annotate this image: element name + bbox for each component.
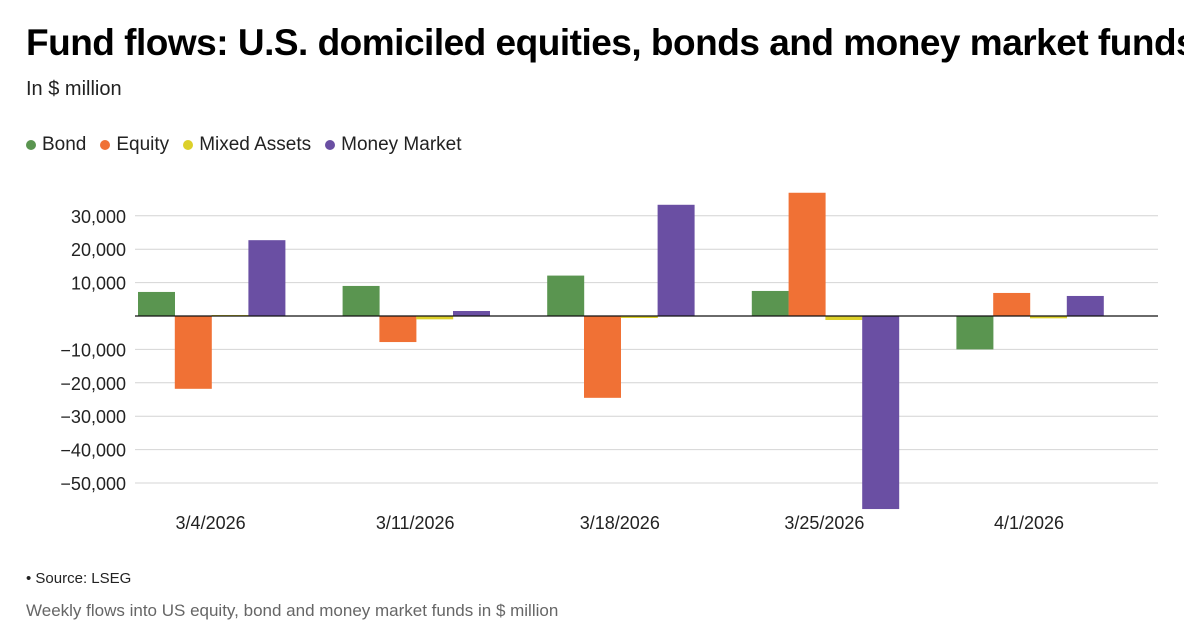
y-tick-label: −10,000	[60, 340, 126, 360]
bar-mixed-assets	[416, 316, 454, 320]
x-tick-label: 3/18/2026	[580, 513, 660, 533]
legend-swatch-bond	[26, 140, 36, 150]
chart-title: Fund flows: U.S. domiciled equities, bon…	[26, 22, 1184, 63]
bar-bond	[751, 290, 789, 316]
chart-caption: Weekly flows into US equity, bond and mo…	[26, 601, 559, 620]
bar-equity	[788, 192, 826, 316]
bar-bond	[547, 275, 585, 316]
source-note: • Source: LSEG	[26, 570, 132, 587]
y-tick-label: −40,000	[60, 441, 126, 461]
legend-item-equity: Equity	[100, 134, 169, 156]
bar-mixed-assets	[825, 316, 863, 321]
bar-bond	[138, 291, 175, 316]
bar-mixed-assets	[620, 316, 658, 319]
bar-money-market	[248, 240, 286, 316]
bar-equity	[993, 292, 1031, 316]
bar-money-market	[453, 310, 490, 316]
y-tick-label: −30,000	[60, 407, 126, 427]
legend-swatch-money-market	[325, 140, 336, 150]
bar-equity	[379, 316, 417, 343]
legend-label-money-market: Money Market	[341, 134, 462, 155]
y-tick-label: 30,000	[71, 207, 126, 227]
legend-item-mixed-assets: Mixed Assets	[183, 134, 311, 156]
y-tick-label: −50,000	[60, 474, 126, 494]
x-tick-label: 3/11/2026	[376, 513, 455, 533]
bar-equity	[584, 316, 621, 398]
legend-label-mixed-assets: Mixed Assets	[199, 134, 312, 155]
y-tick-label: −20,000	[60, 374, 126, 394]
bar-equity	[174, 316, 212, 389]
legend-label-equity: Equity	[116, 134, 170, 155]
chart-legend: Bond Equity Mixed Assets Money Market	[26, 134, 462, 156]
y-tick-label: 20,000	[71, 240, 126, 260]
legend-item-bond: Bond	[26, 134, 86, 156]
bar-money-market	[657, 204, 695, 316]
legend-label-bond: Bond	[42, 134, 87, 155]
legend-swatch-mixed-assets	[183, 140, 194, 150]
x-tick-label: 3/25/2026	[784, 513, 864, 533]
x-tick-label: 4/1/2026	[994, 513, 1064, 533]
bar-bond	[342, 285, 380, 316]
legend-swatch-equity	[100, 140, 111, 150]
x-tick-label: 3/4/2026	[176, 513, 246, 533]
legend-item-money-market: Money Market	[325, 134, 462, 156]
bar-mixed-assets	[1030, 316, 1067, 319]
bar-bond	[956, 316, 994, 350]
bar-money-market	[862, 316, 900, 510]
chart-subtitle: In $ million	[26, 78, 122, 100]
bar-money-market	[1066, 295, 1104, 316]
y-tick-label: 10,000	[71, 274, 126, 294]
